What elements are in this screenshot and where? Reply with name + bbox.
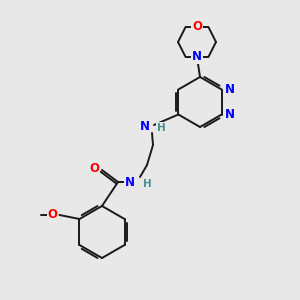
Text: N: N xyxy=(125,176,135,188)
Text: N: N xyxy=(192,50,202,64)
Text: O: O xyxy=(47,208,58,220)
Text: H: H xyxy=(143,179,152,189)
Text: N: N xyxy=(225,108,235,121)
Text: O: O xyxy=(89,161,99,175)
Text: N: N xyxy=(225,83,235,96)
Text: H: H xyxy=(157,123,166,133)
Text: N: N xyxy=(140,121,150,134)
Text: O: O xyxy=(192,20,202,34)
